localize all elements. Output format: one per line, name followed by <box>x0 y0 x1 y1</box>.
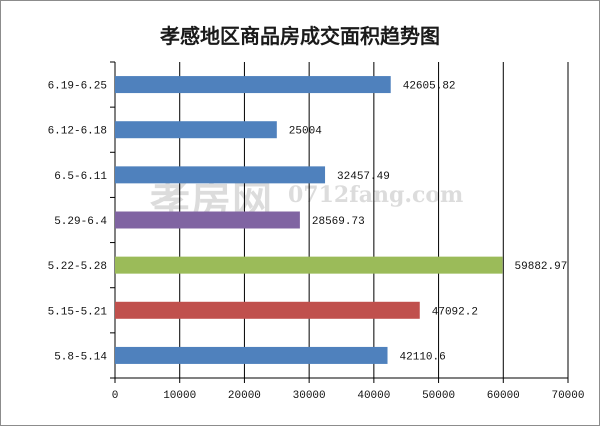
x-tick-label: 0 <box>112 390 119 402</box>
x-tick-label: 20000 <box>228 390 261 402</box>
x-tick-label: 50000 <box>422 390 455 402</box>
bar <box>115 76 391 94</box>
category-label: 5.29-6.4 <box>54 216 107 228</box>
category-label: 6.5-6.11 <box>54 171 107 183</box>
x-tick-label: 70000 <box>551 390 584 402</box>
bar <box>115 121 277 139</box>
category-label: 5.15-5.21 <box>48 306 108 318</box>
x-tick-label: 40000 <box>357 390 390 402</box>
bar <box>115 256 503 274</box>
chart-title: 孝感地区商品房成交面积趋势图 <box>160 24 440 48</box>
data-label: 42110.6 <box>400 351 446 363</box>
category-label: 5.8-5.14 <box>54 351 107 363</box>
bar <box>115 211 300 229</box>
watermark-en: 0712fang.com <box>288 182 464 208</box>
category-label: 6.12-6.18 <box>48 126 107 138</box>
x-tick-label: 30000 <box>293 390 326 402</box>
x-tick-label: 60000 <box>487 390 520 402</box>
bar <box>115 301 420 319</box>
category-label: 5.22-5.28 <box>48 261 107 273</box>
data-label: 47092.2 <box>432 306 478 318</box>
data-label: 59882.97 <box>515 261 568 273</box>
bar <box>115 346 388 364</box>
data-label: 25004 <box>289 126 322 138</box>
x-tick-label: 10000 <box>163 390 196 402</box>
data-label: 32457.49 <box>337 171 390 183</box>
bar <box>115 166 326 184</box>
category-label: 6.19-6.25 <box>48 81 107 93</box>
data-label: 28569.73 <box>312 216 365 228</box>
data-label: 42605.82 <box>403 81 456 93</box>
